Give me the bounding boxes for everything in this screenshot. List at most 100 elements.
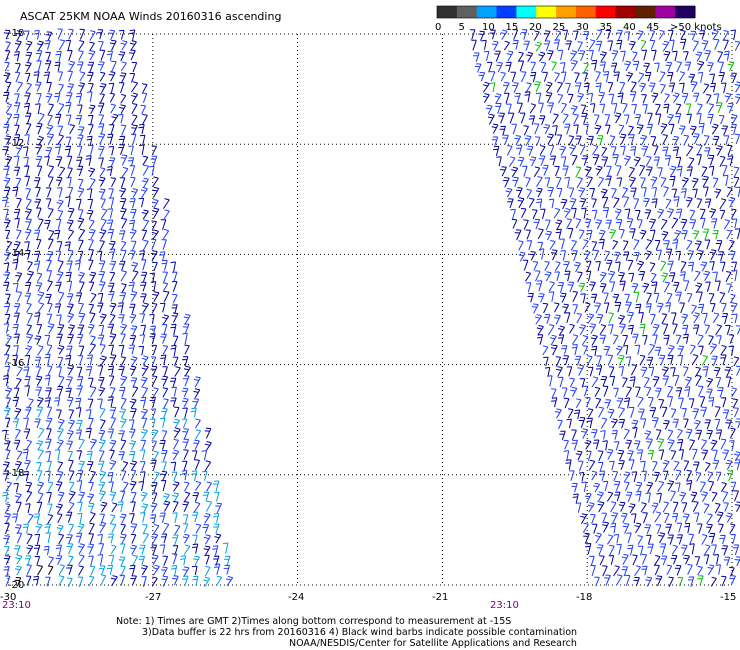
wind-barb (76, 419, 83, 430)
wind-barb (652, 334, 658, 345)
wind-barb (651, 281, 658, 293)
wind-barb (720, 438, 727, 450)
wind-barb (12, 324, 19, 335)
wind-barb (699, 217, 706, 229)
wind-barb (118, 260, 126, 271)
wind-barb (692, 133, 700, 145)
wind-barb (650, 229, 656, 241)
wind-barb (660, 260, 667, 272)
wind-barb (568, 135, 575, 146)
wind-barb (159, 544, 166, 554)
wind-barb (731, 261, 738, 272)
wind-barb (141, 417, 148, 429)
wind-barb (584, 166, 592, 177)
wind-barb (639, 164, 646, 176)
wind-barb (118, 451, 125, 461)
wind-barb (150, 281, 157, 292)
wind-barb (655, 103, 661, 115)
wind-barb (662, 501, 670, 513)
wind-barb (68, 490, 76, 502)
wind-barb (23, 102, 31, 114)
wind-barb (202, 524, 210, 534)
wind-barb (129, 73, 136, 83)
wind-barb (646, 292, 652, 304)
wind-barb (608, 312, 614, 324)
wind-barb (131, 61, 138, 73)
wind-barb (547, 102, 554, 114)
wind-barb (119, 72, 127, 84)
wind-barb (97, 334, 105, 346)
wind-barb (65, 114, 72, 125)
wind-barb (46, 270, 52, 281)
wind-barb (723, 219, 731, 230)
wind-barb (629, 228, 636, 239)
wind-barb (24, 292, 32, 303)
wind-barb (130, 133, 137, 145)
wind-barb (131, 124, 138, 136)
wind-barb (151, 344, 158, 356)
legend-swatch (615, 6, 636, 18)
wind-barb (582, 72, 588, 82)
wind-barb (159, 512, 166, 523)
wind-barb (718, 72, 725, 83)
wind-barb (150, 514, 157, 524)
wind-barb (667, 355, 674, 365)
wind-barb (661, 272, 669, 283)
wind-barb (14, 40, 22, 52)
wind-barb (171, 304, 178, 315)
wind-barb (594, 532, 602, 544)
wind-barb (161, 461, 167, 471)
wind-barb (514, 229, 522, 241)
wind-barb (16, 291, 23, 303)
wind-barb (723, 556, 731, 566)
wind-barb (608, 270, 616, 282)
wind-barb (611, 430, 618, 440)
wind-barb (502, 81, 510, 93)
wind-barb (695, 429, 702, 440)
wind-barb (524, 91, 531, 103)
time-label-west: 23:10 (2, 600, 31, 611)
wind-barb (34, 418, 41, 429)
wind-barb (665, 523, 672, 535)
wind-barb (618, 501, 626, 512)
wind-barb (130, 291, 138, 302)
wind-barb (36, 135, 45, 146)
wind-barb (162, 522, 170, 534)
wind-barb (67, 207, 75, 219)
wind-barb (78, 228, 86, 240)
wind-barb (194, 459, 200, 471)
wind-barb (3, 91, 10, 103)
wind-barb (86, 450, 93, 461)
wind-barb (656, 492, 662, 503)
wind-barb (16, 450, 23, 461)
wind-barb (595, 82, 602, 93)
wind-barb (55, 113, 62, 125)
wind-barb (598, 92, 606, 104)
wind-barb (525, 282, 532, 293)
wind-barb (566, 218, 573, 229)
wind-barb (100, 344, 106, 355)
wind-barb (564, 176, 570, 188)
wind-barb (3, 271, 11, 282)
wind-barb (733, 356, 740, 367)
wind-barb (734, 459, 740, 470)
wind-barb (498, 112, 505, 124)
wind-barb (602, 521, 610, 533)
wind-barb (85, 427, 92, 439)
wind-barb (2, 146, 9, 156)
wind-barb (618, 460, 625, 470)
wind-barb (489, 71, 496, 82)
wind-barb (4, 575, 11, 587)
wind-barb (142, 83, 148, 93)
wind-barb (76, 156, 83, 167)
wind-barb (589, 281, 596, 292)
wind-barb (530, 61, 536, 72)
wind-barb (543, 30, 551, 42)
wind-barb (628, 40, 636, 51)
wind-barb (599, 103, 606, 114)
wind-barb (192, 398, 200, 409)
wind-barb (67, 312, 75, 323)
wind-barb (33, 71, 40, 82)
wind-barb (700, 261, 708, 272)
wind-barb (140, 429, 148, 440)
